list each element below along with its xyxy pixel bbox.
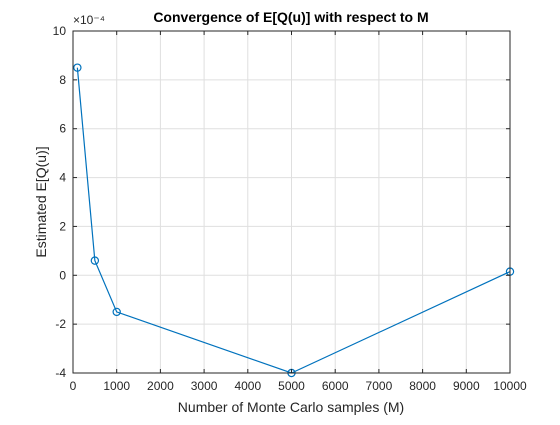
x-tick-label: 4000 <box>234 379 261 393</box>
y-tick-label: 6 <box>59 122 66 136</box>
chart-title: Convergence of E[Q(u)] with respect to M <box>153 9 428 25</box>
x-tick-label: 5000 <box>278 379 305 393</box>
series-layer <box>73 63 515 378</box>
y-tick-label: 2 <box>59 219 66 233</box>
x-tick-label: 8000 <box>409 379 436 393</box>
x-tick-label: 9000 <box>453 379 480 393</box>
x-tick-label: 3000 <box>191 379 218 393</box>
x-tick-label: 1000 <box>103 379 130 393</box>
data-point-marker <box>73 63 82 72</box>
series-line <box>76 67 511 374</box>
ticks: 0 1000 2000 3000 4000 5000 6000 7000 8000 9000 100… <box>53 24 527 393</box>
y-axis-label: Estimated E[Q(u)] <box>33 146 49 257</box>
y-exponent-label: ×10⁻⁴ <box>73 13 105 27</box>
data-point-marker <box>90 256 100 265</box>
x-axis-label: Number of Monte Carlo samples (M) <box>178 399 404 415</box>
y-tick-label: 8 <box>59 73 66 87</box>
data-point-marker <box>112 307 121 317</box>
x-tick-label: 0 <box>70 379 77 393</box>
x-tick-label: 2000 <box>147 379 174 393</box>
y-tick-label: 10 <box>53 24 67 38</box>
x-tick-label: 7000 <box>366 379 393 393</box>
y-tick-label: -2 <box>55 317 66 331</box>
x-tick-label: 6000 <box>322 379 349 393</box>
grid <box>72 30 511 374</box>
y-tick-label: 4 <box>59 171 66 185</box>
x-tick-label: 10000 <box>493 379 527 393</box>
y-tick-label: -4 <box>55 366 66 380</box>
y-tick-label: 0 <box>59 268 66 282</box>
